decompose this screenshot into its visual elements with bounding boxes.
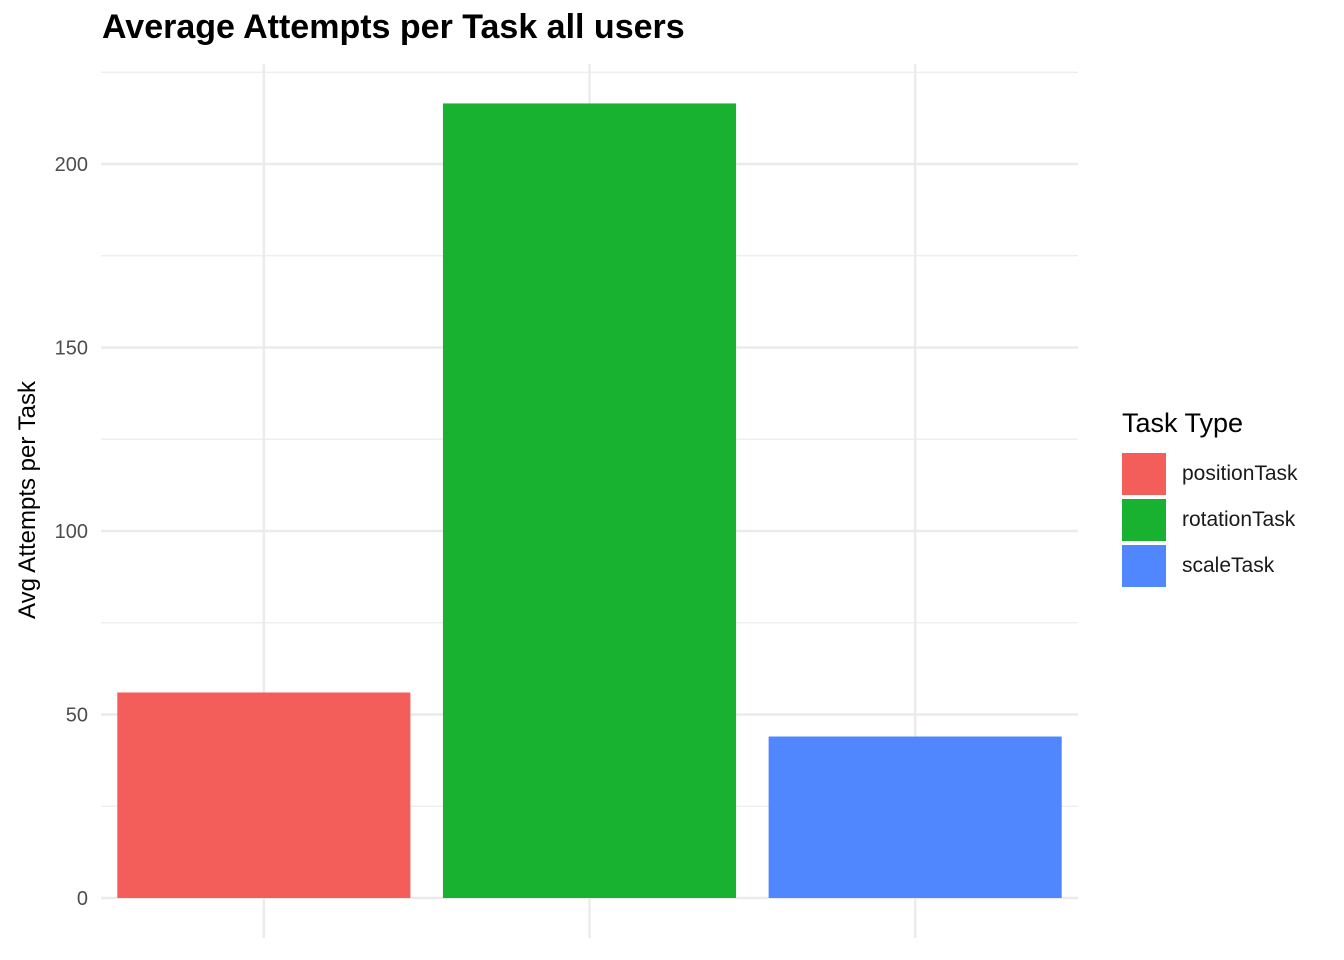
legend-swatch-rotation <box>1122 499 1166 541</box>
legend-label-scale: scaleTask <box>1182 554 1275 577</box>
legend-label-rotation: rotationTask <box>1182 508 1296 531</box>
y-tick-label: 50 <box>66 705 88 727</box>
legend-swatch-scale <box>1122 545 1166 587</box>
legend-label-position: positionTask <box>1182 462 1298 485</box>
y-tick-label: 0 <box>77 888 88 910</box>
legend-swatch-position <box>1122 453 1166 495</box>
legend: Task Type positionTask rotationTask scal… <box>1122 408 1298 589</box>
bar-positionTask <box>117 692 411 898</box>
legend-title: Task Type <box>1122 408 1244 438</box>
y-tick-label: 200 <box>55 154 88 176</box>
chart-title: Average Attempts per Task all users <box>102 8 685 46</box>
legend-item-position: positionTask <box>1122 451 1298 497</box>
y-tick-label: 100 <box>55 521 88 543</box>
legend-item-rotation: rotationTask <box>1122 497 1298 543</box>
y-tick-label: 150 <box>55 338 88 360</box>
legend-item-scale: scaleTask <box>1122 543 1298 589</box>
bar-rotationTask <box>442 103 737 898</box>
bar-scaleTask <box>768 736 1062 898</box>
